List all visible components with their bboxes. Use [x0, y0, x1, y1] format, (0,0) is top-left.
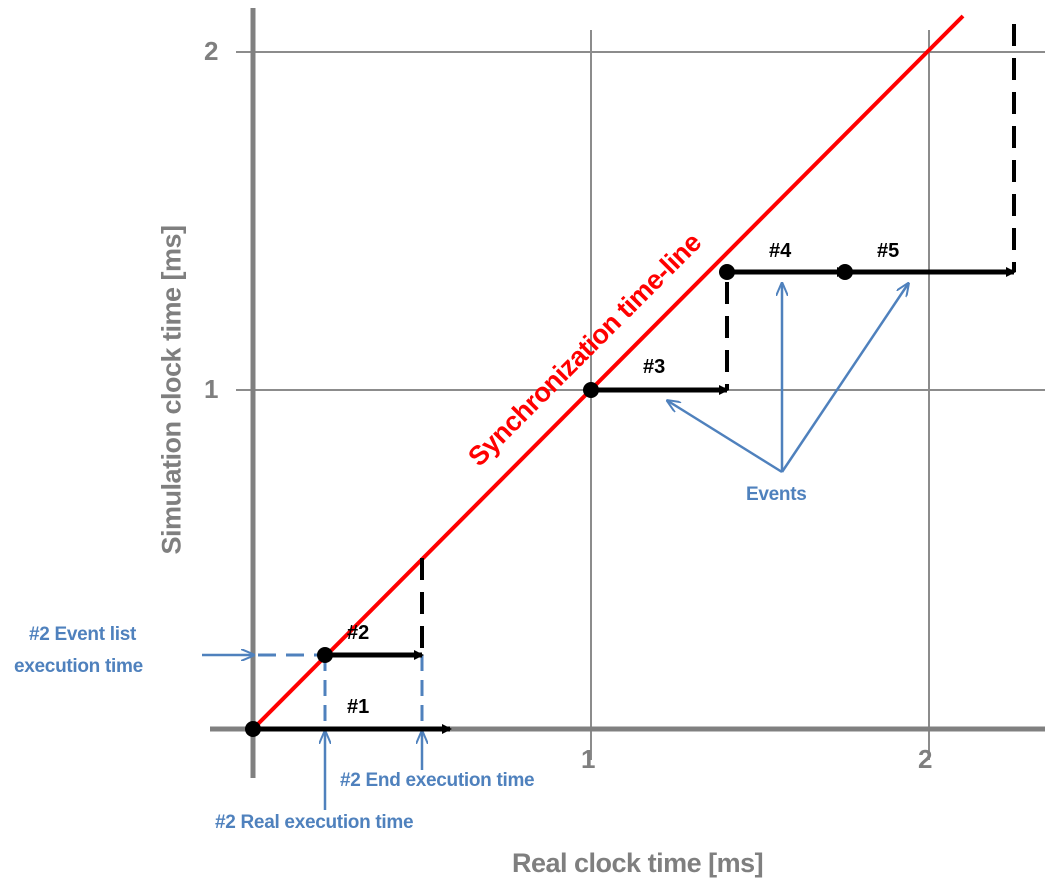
y-tick-1: 1 — [204, 374, 219, 404]
event-label-3: #3 — [643, 356, 666, 378]
event-dot-3 — [583, 382, 599, 398]
event-list-time-label-line2: execution time — [14, 656, 143, 677]
event-dot-2 — [317, 647, 333, 663]
event-label-2: #2 — [347, 622, 370, 644]
event-label-1: #1 — [347, 696, 370, 718]
y-tick-2: 2 — [204, 36, 219, 66]
end-execution-label: #2 End execution time — [340, 770, 535, 791]
events-label: Events — [746, 484, 807, 505]
real-execution-label: #2 Real execution time — [215, 812, 414, 833]
sync-line — [251, 14, 965, 731]
arrow-events-to-3 — [668, 401, 783, 474]
y-axis-title: Simulation clock time [ms] — [156, 225, 187, 555]
event-list-time-label-line1: #2 Event list — [29, 624, 136, 645]
arrow-events-to-5 — [780, 284, 908, 473]
event-dot-5 — [837, 264, 853, 280]
x-tick-2: 2 — [918, 744, 933, 774]
event-dot-4 — [719, 264, 735, 280]
event-label-4: #4 — [769, 240, 792, 262]
event-dot-1 — [245, 721, 261, 737]
event-label-5: #5 — [877, 240, 900, 262]
x-axis-title: Real clock time [ms] — [512, 848, 764, 878]
x-tick-1: 1 — [581, 744, 596, 774]
